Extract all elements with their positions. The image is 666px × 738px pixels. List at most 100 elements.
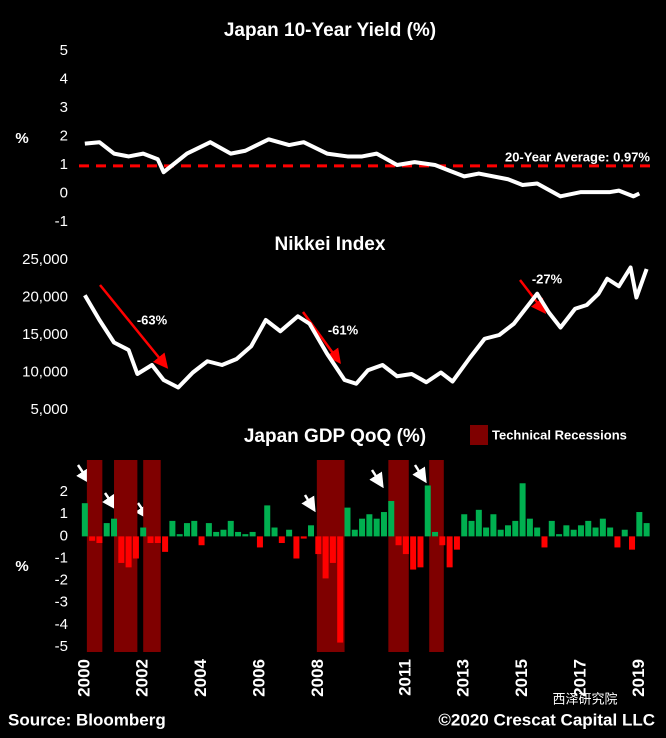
bar (264, 505, 271, 537)
y-tick-label: 2 (60, 483, 68, 500)
bar (125, 536, 132, 568)
bar (227, 520, 234, 537)
bar (329, 536, 336, 563)
bar (140, 527, 147, 537)
bar (308, 525, 315, 537)
bar (220, 529, 227, 537)
bar (132, 536, 139, 559)
nikkei-arrows (99, 279, 547, 369)
bar (643, 523, 650, 537)
bar (183, 523, 190, 537)
bar (475, 509, 482, 537)
line (84, 137, 641, 199)
bar (89, 536, 96, 541)
y-tick-label: 3 (60, 99, 68, 116)
bar (198, 536, 205, 546)
bar (629, 536, 636, 550)
bar (388, 500, 395, 537)
bar (81, 503, 88, 537)
bar (483, 527, 490, 537)
bar (359, 518, 366, 537)
bar (490, 514, 497, 537)
y-tick-label: -3 (55, 594, 68, 611)
bar (380, 512, 387, 537)
bar (154, 536, 161, 544)
bar (519, 483, 526, 537)
bar (556, 534, 563, 537)
y-tick-label: 15,000 (22, 326, 68, 343)
bar (468, 520, 475, 537)
copyright: ©2020 Crescat Capital LLC (438, 710, 655, 729)
bar (205, 523, 212, 537)
line (83, 265, 649, 390)
y-tick-label: 5 (60, 42, 68, 59)
x-tick-label: 2011 (395, 659, 414, 696)
title-yield: Japan 10-Year Yield (%) (224, 20, 436, 41)
x-tick-label: 2008 (308, 659, 327, 697)
bar (176, 534, 183, 537)
bar (432, 531, 439, 537)
y-tick-label: 1 (60, 505, 68, 522)
bar (526, 518, 533, 537)
recession-span (429, 460, 444, 652)
annotation: -63% (137, 312, 168, 327)
bar (636, 512, 643, 537)
bar (621, 529, 628, 537)
y-label: % (15, 130, 28, 147)
y-tick-label: -2 (55, 572, 68, 589)
bar (373, 518, 380, 537)
recession-span (388, 460, 409, 652)
x-tick-label: 2004 (191, 658, 210, 696)
bar (563, 525, 570, 537)
bar (293, 536, 300, 559)
bar (337, 536, 344, 643)
bar (497, 529, 504, 537)
bar (417, 536, 424, 568)
bar (592, 527, 599, 537)
bar (351, 529, 358, 537)
bar (505, 525, 511, 537)
x-tick-label: 2002 (133, 659, 152, 697)
x-tick-label: 2015 (512, 659, 531, 697)
y-tick-label: -1 (55, 549, 68, 566)
recession-span (143, 460, 161, 652)
bar (366, 514, 373, 537)
bar (213, 531, 220, 537)
y-tick-label: 1 (60, 156, 68, 173)
y-tick-label: -1 (55, 213, 68, 230)
y-tick-label: 4 (60, 70, 68, 87)
legend-label: Technical Recessions (492, 427, 627, 442)
bar (512, 520, 519, 537)
bar (278, 536, 285, 544)
y-tick-label: -5 (55, 638, 68, 655)
source: Source: Bloomberg (8, 710, 166, 729)
bar (169, 520, 176, 537)
title-nikkei: Nikkei Index (275, 234, 386, 255)
y-tick-label: 2 (60, 127, 68, 144)
y-tick-label: 20,000 (22, 288, 68, 305)
bar (103, 523, 110, 537)
bar (96, 536, 103, 544)
bar (541, 536, 548, 548)
y-tick-label: 0 (60, 527, 68, 544)
bar (322, 536, 329, 579)
bar (534, 527, 541, 537)
bar (191, 520, 198, 537)
x-tick-label: 2017 (570, 659, 589, 697)
bar (461, 514, 468, 537)
bar (607, 527, 614, 537)
y-label: % (15, 558, 28, 575)
bar (235, 531, 242, 537)
bar (585, 520, 592, 537)
bar (395, 536, 402, 546)
bar (577, 525, 584, 537)
bar (256, 536, 263, 548)
bar (249, 531, 256, 537)
bar (344, 507, 351, 537)
y-tick-label: 10,000 (22, 363, 68, 380)
bar (315, 536, 322, 555)
x-tick-label: 2006 (249, 659, 268, 697)
bar (111, 518, 118, 537)
average-label: 20-Year Average: 0.97% (505, 149, 650, 164)
